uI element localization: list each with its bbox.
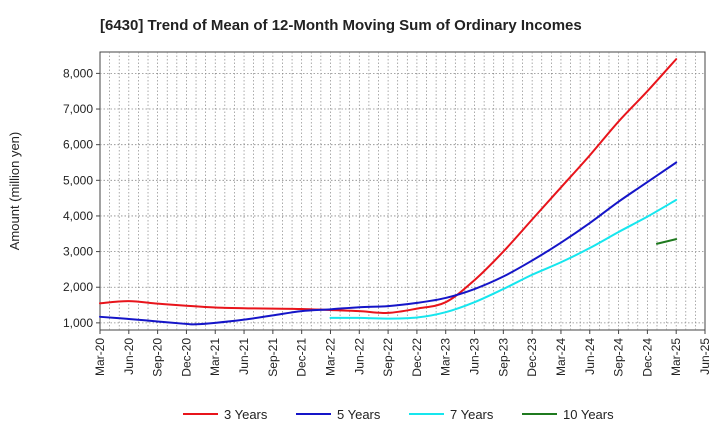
x-tick-label: Jun-25 [698,338,712,375]
legend-label-3-years: 3 Years [224,407,268,422]
legend-label-10-years: 10 Years [563,407,614,422]
x-tick-label: Sep-23 [496,338,510,377]
grid-lines [100,52,705,330]
series-line-3-years [99,58,678,314]
y-tick-label: 2,000 [63,280,93,294]
y-tick-label: 5,000 [63,173,93,187]
x-tick-label: Mar-22 [323,338,337,376]
y-axis: 1,000 2,000 3,000 4,000 5,000 6,000 7,000 8,000 [63,66,100,330]
y-tick-label: 3,000 [63,245,93,259]
x-tick-label: Dec-24 [640,338,654,377]
chart-title: [6430] Trend of Mean of 12-Month Moving … [100,17,582,34]
y-tick-label: 7,000 [63,102,93,116]
series-line-5-years [99,161,678,326]
x-tick-label: Jun-21 [237,338,251,375]
series-line-10-years [655,238,678,245]
y-axis-label: Amount (million yen) [7,132,22,251]
y-tick-label: 4,000 [63,209,93,223]
x-tick-label: Mar-23 [439,338,453,376]
series-group [99,58,678,326]
x-tick-label: Sep-24 [612,338,626,377]
x-tick-label: Sep-20 [151,338,165,377]
y-tick-label: 1,000 [63,316,93,330]
x-tick-label: Mar-21 [208,338,222,376]
legend: 3 Years 5 Years 7 Years 10 Years [183,407,614,422]
legend-label-5-years: 5 Years [337,407,381,422]
x-tick-label: Sep-22 [381,338,395,377]
x-tick-label: Dec-21 [295,338,309,377]
x-tick-label: Mar-25 [669,338,683,376]
x-tick-label: Jun-24 [583,338,597,375]
x-tick-label: Jun-20 [122,338,136,375]
plot-area [99,51,706,331]
x-tick-label: Dec-23 [525,338,539,377]
x-tick-label: Mar-20 [93,338,107,376]
x-tick-label: Mar-24 [554,338,568,376]
series-line-7-years [329,198,678,320]
y-tick-label: 8,000 [63,66,93,80]
x-tick-label: Sep-21 [266,338,280,377]
x-tick-label: Dec-22 [410,338,424,377]
x-tick-label: Jun-22 [352,338,366,375]
y-tick-label: 6,000 [63,138,93,152]
legend-label-7-years: 7 Years [450,407,494,422]
x-tick-label: Dec-20 [179,338,193,377]
x-tick-label: Jun-23 [468,338,482,375]
x-axis: Mar-20 Jun-20 Sep-20 Dec-20 Mar-21 Jun-21 Sep-… [93,330,712,377]
